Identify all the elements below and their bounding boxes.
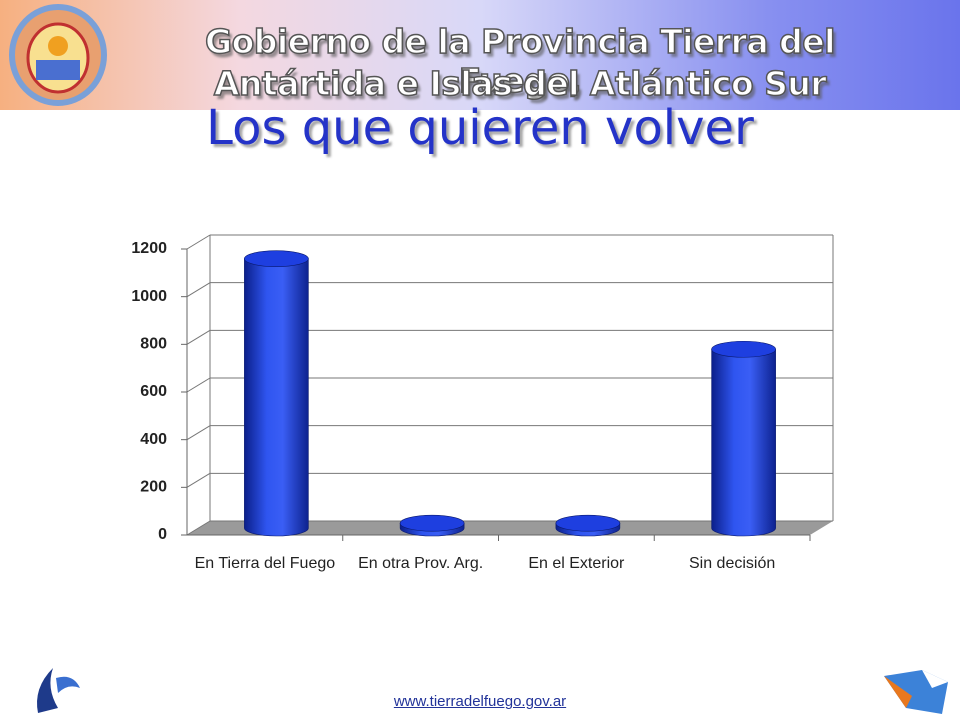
flag-logo [884, 670, 948, 714]
header-banner: Gobierno de la Provincia Tierra del Fueg… [0, 0, 960, 110]
footer-link[interactable]: www.tierradelfuego.gov.ar [393, 693, 567, 710]
y-tick-label: 0 [158, 526, 167, 543]
chart-title: Los que quieren volver [206, 100, 754, 156]
x-tick-label: Sin decisión [688, 555, 776, 572]
y-tick-label: 1000 [131, 288, 167, 305]
province-crest [9, 4, 107, 106]
bar-top [399, 514, 465, 532]
y-tick-label: 1200 [131, 240, 167, 257]
bar [711, 348, 776, 537]
grid-line [186, 282, 211, 298]
grid-line [186, 329, 211, 345]
x-tick-label: En Tierra del Fuego [194, 555, 336, 572]
x-tick-label: En otra Prov. Arg. [358, 555, 484, 572]
grid-line [186, 425, 211, 441]
x-tick-label: En el Exterior [528, 555, 625, 572]
y-tick-label: 400 [140, 431, 167, 448]
y-tick-label: 800 [140, 336, 167, 353]
grid-line [186, 520, 211, 536]
bar-top [244, 250, 309, 267]
y-tick-label: 200 [140, 479, 167, 496]
grid-line [186, 472, 211, 488]
floor [187, 521, 833, 535]
y-tick-label: 600 [140, 383, 167, 400]
grid-line [186, 377, 211, 393]
bar-top [711, 340, 776, 358]
bar [244, 258, 309, 537]
bar-top [555, 514, 621, 532]
logo-left [37, 668, 80, 713]
grid-line [186, 234, 211, 250]
header-line: Gobierno de la Provincia Tierra del Fueg… [204, 21, 836, 101]
header-line: Antártida e Islas del Atlántico Sur [213, 63, 827, 104]
